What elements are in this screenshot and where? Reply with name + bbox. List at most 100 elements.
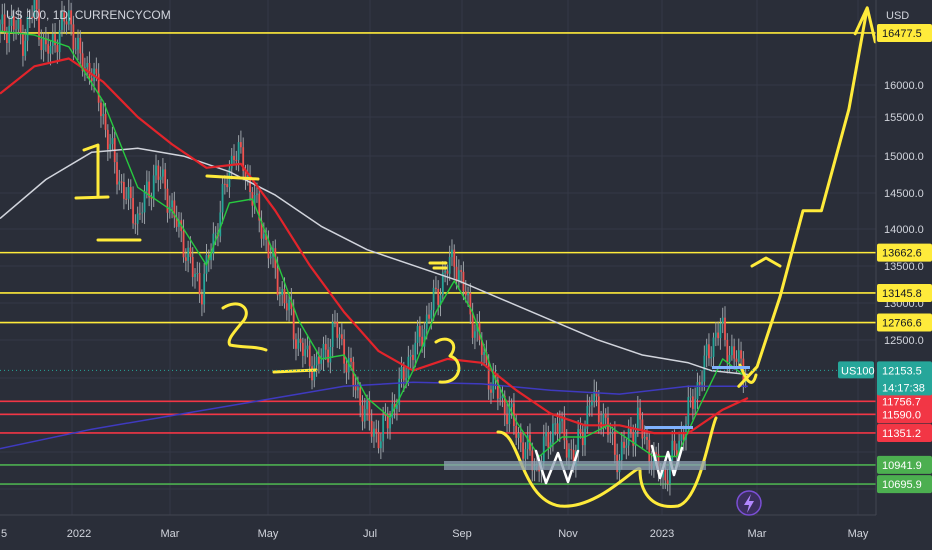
left-w-shape — [534, 449, 580, 485]
candle-body — [336, 321, 339, 338]
candle-body — [297, 338, 300, 349]
candle-body — [56, 45, 59, 53]
candle-body — [506, 414, 508, 425]
candle-body — [182, 231, 185, 258]
candle-body — [148, 181, 151, 198]
candle-body — [159, 176, 162, 180]
candle-body — [340, 334, 343, 340]
candle-body — [701, 381, 703, 385]
candle-body — [460, 270, 463, 272]
candle-body — [664, 469, 667, 481]
candle-body — [483, 351, 485, 355]
candle-body — [474, 331, 476, 338]
candle-body — [237, 142, 240, 161]
candle-body — [561, 416, 563, 422]
candle-body — [136, 213, 139, 224]
candle-body — [453, 249, 456, 267]
annotation-1 — [74, 143, 110, 200]
candle-body — [524, 449, 527, 459]
annotation-1-top — [205, 174, 260, 181]
target-arrowhead — [750, 256, 782, 268]
candle-body — [391, 403, 394, 419]
candle-body — [363, 409, 366, 422]
candle-body — [425, 314, 428, 330]
candle-body — [17, 19, 20, 30]
candle-body — [494, 374, 497, 380]
time-axis-bg — [0, 515, 932, 550]
candle-body — [519, 433, 522, 443]
candle-body — [24, 40, 27, 56]
candle-body — [240, 142, 242, 148]
candle-body — [58, 29, 61, 53]
candle-body — [623, 441, 625, 448]
symbol-tag-bg — [838, 361, 874, 379]
candle-body — [389, 418, 391, 429]
level-label-bg — [877, 455, 932, 474]
level-label-bg — [877, 243, 932, 262]
candle-body — [673, 440, 676, 451]
candle-body — [345, 363, 348, 373]
candle-body — [467, 292, 469, 296]
candle-body — [331, 321, 334, 347]
candle-body — [12, 16, 15, 30]
x-tick-label: May — [848, 528, 869, 540]
candle-body — [72, 24, 75, 50]
candle-body — [258, 193, 261, 221]
candle-body — [10, 16, 13, 26]
candle-body — [526, 435, 529, 450]
candle-body — [515, 425, 518, 438]
candle-body — [593, 391, 596, 402]
candle-body — [295, 339, 297, 349]
level-label-bg — [877, 23, 932, 42]
candle-body — [324, 343, 327, 350]
candle-body — [641, 419, 644, 439]
candle-body — [357, 387, 359, 391]
candle-body — [726, 339, 729, 362]
chart-title: US 100, 1D, CURRENCYCOM — [6, 8, 171, 22]
candle-body — [283, 288, 286, 304]
candle-body — [54, 34, 56, 46]
candle-body — [1, 14, 4, 25]
candle-body — [318, 356, 320, 364]
candle-body — [260, 220, 263, 239]
x-tick-label: Jul — [363, 528, 377, 540]
candle-body — [377, 432, 380, 449]
candle-body — [586, 406, 589, 429]
candle-body — [187, 247, 190, 261]
candle-body — [327, 349, 329, 363]
candle-body — [646, 436, 648, 440]
candle-body — [129, 187, 132, 199]
candle-body — [350, 358, 352, 362]
candle-body — [368, 400, 371, 421]
candle-body — [65, 21, 68, 25]
candle-body — [155, 165, 157, 176]
candle-body — [439, 295, 442, 305]
candle-body — [552, 423, 554, 443]
lightning-icon — [744, 494, 754, 513]
candle-body — [122, 181, 125, 199]
level-label-bg — [877, 405, 932, 424]
candle-body — [620, 441, 623, 461]
candle-body — [143, 190, 146, 213]
candle-body — [111, 138, 114, 145]
candle-body — [451, 249, 453, 257]
candle-body — [189, 247, 192, 257]
candle-body — [267, 239, 270, 259]
candle-body — [304, 349, 307, 356]
candle-body — [446, 270, 449, 274]
candle-body — [597, 396, 600, 423]
candle-body — [522, 442, 524, 459]
candle-body — [354, 385, 357, 391]
candle-body — [382, 414, 385, 442]
candle-body — [102, 113, 105, 117]
candle-body — [47, 44, 50, 54]
candle-body — [714, 332, 717, 338]
candle-body — [708, 344, 710, 359]
candle-body — [175, 217, 178, 227]
candle-body — [67, 10, 70, 25]
candle-body — [630, 428, 632, 433]
candle-body — [161, 169, 164, 177]
candle-body — [347, 358, 350, 373]
